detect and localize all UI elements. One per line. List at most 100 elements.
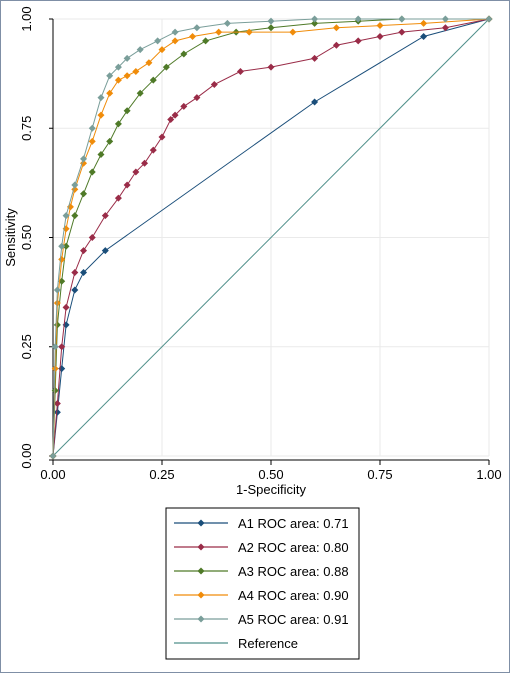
legend-marker — [197, 567, 205, 575]
series-lines — [49, 15, 493, 460]
data-point — [485, 15, 493, 23]
data-point — [441, 15, 449, 23]
x-tick-label: 1.00 — [476, 467, 501, 482]
data-point — [141, 159, 149, 167]
x-axis-label: 1-Specificity — [236, 482, 307, 497]
series-line — [52, 18, 490, 457]
data-point — [71, 286, 79, 294]
data-point — [149, 146, 157, 154]
data-point — [332, 24, 340, 32]
data-point — [354, 37, 362, 45]
data-point — [193, 24, 201, 32]
x-tick-label: 0.00 — [40, 467, 65, 482]
data-point — [123, 72, 131, 80]
data-point — [180, 50, 188, 58]
data-point — [97, 150, 105, 158]
data-point — [88, 137, 96, 145]
data-point — [88, 234, 96, 241]
data-point — [311, 19, 319, 27]
data-point — [210, 81, 218, 89]
series-5 — [52, 18, 490, 457]
data-point — [158, 133, 166, 141]
data-point — [106, 137, 114, 145]
data-point — [71, 268, 79, 276]
data-point — [158, 46, 166, 54]
data-point — [97, 111, 105, 119]
data-point — [267, 24, 275, 32]
data-point — [106, 89, 114, 97]
data-point — [132, 168, 140, 176]
data-point — [101, 212, 109, 220]
legend: A1 ROC area: 0.71 A2 ROC area: 0.80 A3 ROC… — [165, 507, 360, 660]
data-point — [114, 120, 122, 128]
data-point — [88, 124, 96, 132]
data-point — [167, 116, 175, 124]
x-tick-label: 0.75 — [367, 467, 392, 482]
data-point — [154, 37, 162, 45]
data-point — [223, 19, 231, 27]
x-tick-label: 0.50 — [258, 467, 283, 482]
data-point — [149, 76, 157, 84]
legend-marker — [197, 519, 205, 527]
series-line — [52, 18, 490, 457]
data-point — [114, 194, 122, 202]
y-tick-label: 0.25 — [19, 334, 34, 359]
data-point — [398, 15, 406, 23]
data-point — [132, 67, 140, 75]
legend-label: A4 ROC area: 0.90 — [238, 588, 349, 603]
data-point — [51, 343, 59, 351]
data-point — [376, 22, 384, 30]
data-point — [236, 67, 244, 75]
legend-label: Reference — [238, 636, 298, 651]
data-point — [80, 268, 88, 276]
data-point — [58, 343, 66, 351]
data-point — [53, 408, 61, 416]
legend-label: A3 ROC area: 0.88 — [238, 564, 349, 579]
series-3 — [49, 15, 493, 460]
data-point — [189, 32, 197, 40]
legend-marker — [197, 615, 205, 623]
data-point — [354, 15, 362, 23]
data-point — [162, 63, 170, 71]
data-point — [441, 24, 449, 32]
data-point — [267, 63, 275, 71]
data-point — [376, 32, 384, 40]
data-point — [114, 76, 122, 84]
y-tick-label: 0.75 — [19, 116, 34, 141]
legend-item: A1 ROC area: 0.71 — [174, 516, 349, 531]
legend-item: A4 ROC area: 0.90 — [174, 588, 349, 603]
data-point — [311, 15, 319, 23]
series-line — [52, 18, 490, 457]
y-axis-label: Sensitivity — [3, 208, 18, 267]
data-point — [171, 37, 179, 45]
data-point — [49, 452, 57, 460]
data-point — [420, 32, 428, 40]
data-point — [97, 94, 105, 102]
data-point — [51, 386, 59, 394]
tick-labels: 0.00 0.25 0.50 0.75 1.00 0.00 0.25 0.50 0.75 1.00 — [19, 6, 502, 482]
data-point — [62, 303, 70, 311]
data-point — [80, 155, 88, 163]
legend-label: A1 ROC area: 0.71 — [238, 516, 349, 531]
data-point — [193, 94, 201, 102]
data-point — [267, 17, 275, 25]
legend-marker — [197, 591, 205, 599]
y-tick-label: 0.00 — [19, 443, 34, 468]
data-point — [123, 107, 131, 115]
data-point — [180, 102, 188, 110]
legend-item: Reference — [174, 636, 298, 651]
series-1 — [49, 15, 493, 460]
data-point — [136, 89, 144, 97]
data-point — [71, 212, 79, 220]
data-point — [58, 365, 66, 373]
data-point — [245, 28, 253, 36]
data-point — [80, 247, 88, 255]
legend-box — [165, 507, 360, 660]
data-point — [398, 28, 406, 36]
data-point — [114, 63, 122, 71]
data-point — [123, 54, 131, 62]
data-point — [202, 37, 210, 45]
legend-marker — [197, 543, 205, 551]
data-point — [311, 54, 319, 62]
